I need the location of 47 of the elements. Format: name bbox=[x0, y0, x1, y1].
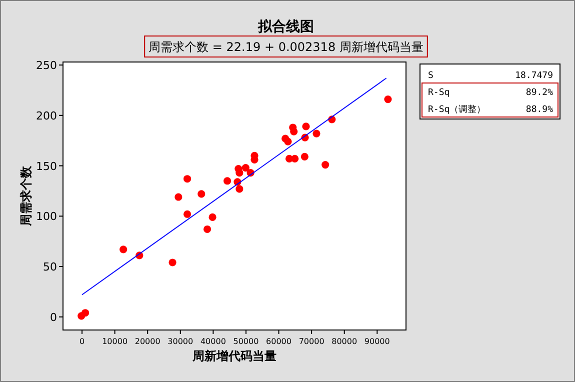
point bbox=[82, 309, 90, 317]
point bbox=[208, 213, 216, 221]
x-tick-label: 20000 bbox=[134, 337, 160, 346]
point bbox=[291, 154, 299, 163]
text: 89.2% bbox=[526, 88, 554, 98]
text: R-Sq bbox=[428, 88, 450, 98]
point bbox=[284, 138, 292, 146]
point bbox=[322, 160, 330, 169]
point bbox=[312, 130, 320, 138]
x-tick-label: 0 bbox=[79, 337, 85, 346]
text: R-Sq（调整） bbox=[428, 104, 486, 115]
x-tick-label: 50000 bbox=[233, 337, 259, 346]
y-tick-label: 0 bbox=[50, 310, 57, 324]
y-tick-label: 100 bbox=[36, 210, 57, 224]
point bbox=[198, 190, 206, 198]
x-tick-label: 40000 bbox=[200, 337, 226, 346]
point bbox=[236, 169, 244, 177]
point bbox=[223, 177, 232, 185]
y-tick-label: 150 bbox=[36, 160, 57, 173]
text: S bbox=[428, 71, 434, 81]
point bbox=[384, 95, 392, 104]
y-tick-label: 50 bbox=[43, 260, 57, 274]
y-tick-label: 250 bbox=[36, 59, 57, 72]
x-tick-label: 30000 bbox=[168, 337, 194, 346]
point bbox=[300, 152, 308, 161]
point bbox=[168, 258, 176, 266]
x-tick-label: 70000 bbox=[298, 337, 324, 346]
x-tick-label: 60000 bbox=[266, 337, 292, 346]
point bbox=[236, 185, 244, 193]
point bbox=[174, 193, 182, 201]
text: 18.7479 bbox=[515, 71, 553, 81]
chart-title: 拟合线图 bbox=[257, 18, 314, 35]
point bbox=[120, 246, 128, 254]
y-axis-title: 周需求个数 bbox=[19, 165, 33, 227]
point bbox=[183, 175, 192, 183]
chart-subtitle: 周需求个数 = 22.19 + 0.002318 周新增代码当量 bbox=[148, 40, 424, 54]
x-tick-label: 80000 bbox=[332, 337, 358, 346]
text: 88.9% bbox=[526, 105, 554, 115]
point bbox=[203, 225, 212, 234]
y-tick-label: 200 bbox=[36, 109, 57, 122]
x-tick-label: 90000 bbox=[364, 337, 390, 346]
point bbox=[183, 210, 192, 218]
x-axis-title: 周新增代码当量 bbox=[192, 349, 276, 363]
point bbox=[290, 128, 298, 136]
point bbox=[302, 122, 310, 130]
x-tick-label: 10000 bbox=[102, 337, 128, 346]
point bbox=[242, 164, 250, 172]
